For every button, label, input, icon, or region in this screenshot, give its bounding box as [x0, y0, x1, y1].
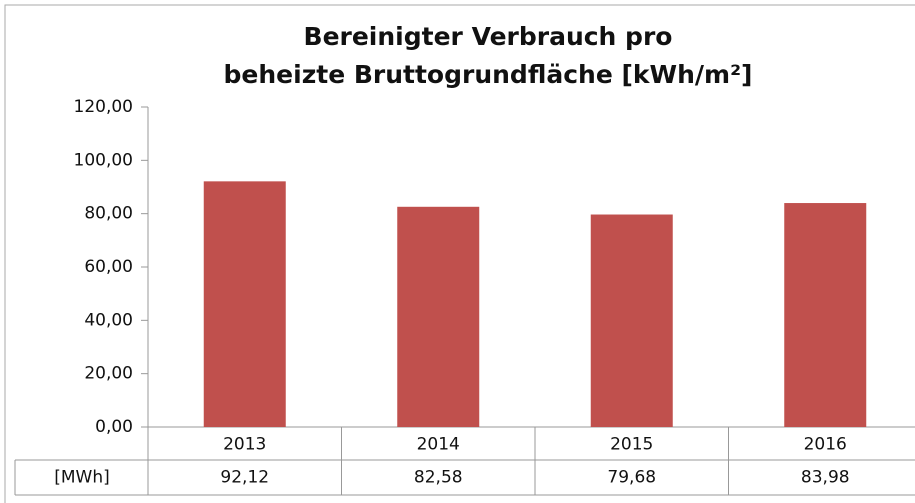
chart-title: Bereinigter Verbrauch pro [304, 22, 673, 51]
data-label: 82,58 [414, 468, 463, 488]
x-tick-label: 2015 [610, 435, 653, 455]
y-tick-label: 80,00 [84, 204, 133, 224]
legend-label: [MWh] [54, 468, 110, 488]
x-tick-label: 2013 [223, 435, 266, 455]
bar [203, 181, 286, 427]
y-tick-label: 60,00 [84, 257, 133, 277]
x-tick-label: 2016 [804, 435, 847, 455]
y-tick-label: 40,00 [84, 310, 133, 330]
y-tick-label: 100,00 [74, 150, 133, 170]
y-tick-label: 20,00 [84, 364, 133, 384]
data-label: 79,68 [607, 468, 656, 488]
y-tick-label: 0,00 [95, 417, 133, 437]
bar [397, 206, 480, 427]
bar [784, 203, 867, 427]
data-label: 92,12 [220, 468, 269, 488]
bar [590, 214, 673, 427]
x-tick-label: 2014 [417, 435, 460, 455]
chart-title: beheizte Bruttogrundfläche [kWh/m²] [224, 60, 753, 89]
data-label: 83,98 [801, 468, 850, 488]
y-tick-label: 120,00 [74, 97, 133, 117]
